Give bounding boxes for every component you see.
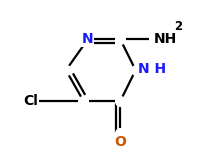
Text: 2: 2 <box>174 20 182 33</box>
Text: O: O <box>115 135 126 149</box>
Text: N: N <box>82 32 94 46</box>
Text: NH: NH <box>154 32 177 46</box>
Text: Cl: Cl <box>24 94 39 108</box>
Text: N H: N H <box>138 62 166 76</box>
